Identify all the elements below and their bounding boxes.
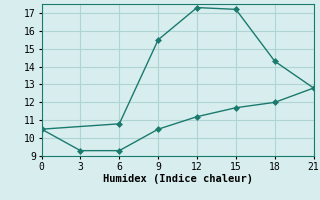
X-axis label: Humidex (Indice chaleur): Humidex (Indice chaleur) bbox=[103, 174, 252, 184]
